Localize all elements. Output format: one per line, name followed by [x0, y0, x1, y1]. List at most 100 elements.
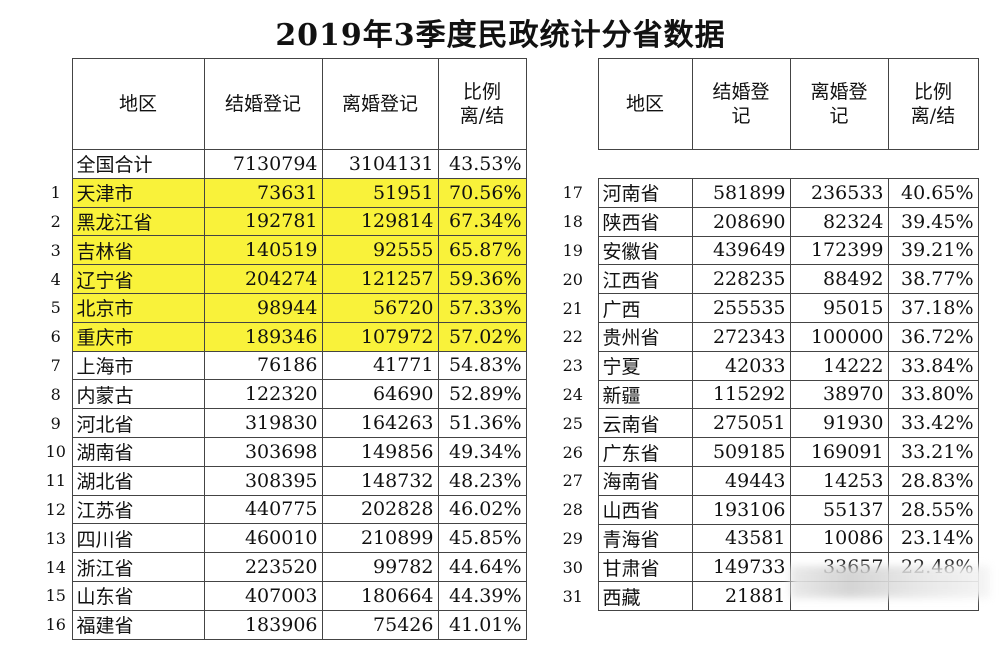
left-header-row: 地区 结婚登记 离婚登记 比例 离/结: [40, 58, 527, 150]
divorce-count: 169091: [789, 437, 889, 467]
divorce-ratio: 33.80%: [887, 379, 979, 410]
marriage-count: 303698: [203, 436, 323, 467]
watermark-blur: [790, 566, 990, 598]
table-row: 27 海南省 49443 14253 28.83%: [548, 465, 979, 496]
table-row: 28 山西省 193106 55137 28.55%: [548, 494, 979, 525]
region-name: 浙江省: [71, 552, 205, 582]
table-row: 5 北京市 98944 56720 57.33%: [40, 292, 527, 323]
marriage-count: 228235: [691, 264, 791, 295]
row-index: 5: [50, 298, 61, 318]
marriage-header-line1: 结婚登: [712, 81, 770, 103]
table-row: 23 宁夏 42033 14222 33.84%: [548, 350, 979, 381]
marriage-count: 223520: [203, 552, 323, 582]
divorce-ratio: 70.56%: [437, 177, 527, 208]
region-name: 江苏省: [71, 494, 205, 525]
divorce-header-line2: 记: [829, 105, 849, 127]
divorce-count: 38970: [789, 379, 889, 410]
index-header: [548, 59, 598, 150]
divorce-ratio: 33.84%: [887, 350, 979, 381]
divorce-ratio: 67.34%: [437, 206, 527, 237]
marriage-count: 149733: [691, 552, 791, 583]
region-name: 广东省: [597, 437, 693, 467]
row-index: 28: [562, 500, 583, 520]
ratio-header-line2: 离/结: [910, 105, 956, 127]
row-index: 8: [50, 384, 61, 404]
right-data-table: 地区 结婚登记 离婚登记 比例 离/结 17 河南省 581899 236533 40.6…: [548, 58, 979, 611]
marriage-count: 43581: [691, 523, 791, 554]
divorce-ratio: 49.34%: [437, 436, 527, 467]
divorce-count: 91930: [789, 408, 889, 439]
region-name: 福建省: [71, 609, 205, 640]
region-name: 黑龙江省: [71, 206, 205, 237]
table-row: 18 陕西省 208690 82324 39.45%: [548, 206, 979, 237]
divorce-count: 14222: [789, 350, 889, 381]
table-row: 21 广西 255535 95015 37.18%: [548, 293, 979, 323]
marriage-count: 439649: [691, 235, 791, 266]
row-index: 3: [50, 240, 61, 260]
divorce-ratio: 28.83%: [887, 465, 979, 496]
ratio-header-line1: 比例: [913, 81, 952, 103]
divorce-count: 10086: [789, 523, 889, 554]
row-index: 18: [562, 212, 583, 232]
marriage-count: 460010: [203, 523, 323, 554]
region-name: 四川省: [71, 523, 205, 554]
region-name: 山西省: [597, 494, 693, 525]
divorce-header: 离婚登记: [321, 58, 439, 150]
table-row: 9 河北省 319830 164263 51.36%: [40, 408, 527, 438]
total-divorce: 3104131: [321, 149, 439, 179]
ratio-header-line2: 离/结: [459, 105, 505, 127]
total-marriage: 7130794: [203, 149, 323, 179]
divorce-count: 180664: [321, 580, 439, 611]
divorce-count: 202828: [321, 494, 439, 525]
region-name: 西藏: [597, 581, 693, 611]
marriage-header: 结婚登记: [691, 58, 791, 150]
row-index: 20: [562, 269, 583, 289]
region-name: 宁夏: [597, 350, 693, 381]
row-index: 16: [45, 615, 66, 635]
divorce-ratio: 45.85%: [437, 523, 527, 554]
row-index: 7: [50, 355, 61, 375]
region-name: 海南省: [597, 465, 693, 496]
table-row: 4 辽宁省 204274 121257 59.36%: [40, 264, 527, 294]
marriage-count: 73631: [203, 177, 323, 208]
total-name: 全国合计: [71, 149, 205, 179]
table-row: 12 江苏省 440775 202828 46.02%: [40, 494, 527, 525]
divorce-ratio: 57.02%: [437, 321, 527, 352]
marriage-count: 440775: [203, 494, 323, 525]
marriage-count: 42033: [691, 350, 791, 381]
row-index: 15: [45, 586, 66, 606]
divorce-count: 56720: [321, 292, 439, 323]
divorce-count: 88492: [789, 264, 889, 295]
row-index: 10: [45, 442, 66, 462]
divorce-count: 210899: [321, 523, 439, 554]
region-name: 北京市: [71, 292, 205, 323]
region-name: 天津市: [71, 177, 205, 208]
index-header: [40, 59, 72, 150]
divorce-ratio: 40.65%: [887, 178, 979, 208]
table-row: 19 安徽省 439649 172399 39.21%: [548, 235, 979, 266]
region-name: 内蒙古: [71, 379, 205, 410]
row-index: 4: [50, 269, 61, 289]
table-row: 29 青海省 43581 10086 23.14%: [548, 523, 979, 554]
marriage-count: 319830: [203, 408, 323, 438]
divorce-ratio: 23.14%: [887, 523, 979, 554]
region-name: 湖北省: [71, 465, 205, 496]
region-name: 新疆: [597, 379, 693, 410]
row-index: 31: [562, 586, 583, 606]
marriage-count: 193106: [691, 494, 791, 525]
marriage-count: 208690: [691, 206, 791, 237]
table-row: 6 重庆市 189346 107972 57.02%: [40, 321, 527, 352]
row-index: 1: [50, 183, 61, 203]
row-index: 25: [562, 413, 583, 433]
divorce-count: 100000: [789, 321, 889, 352]
table-row: 10 湖南省 303698 149856 49.34%: [40, 436, 527, 467]
marriage-count: 308395: [203, 465, 323, 496]
region-name: 贵州省: [597, 321, 693, 352]
table-row: 24 新疆 115292 38970 33.80%: [548, 379, 979, 410]
marriage-count: 49443: [691, 465, 791, 496]
total-row: 全国合计 7130794 3104131 43.53%: [40, 149, 527, 179]
divorce-count: 236533: [789, 178, 889, 208]
divorce-ratio: 28.55%: [887, 494, 979, 525]
total-ratio: 43.53%: [437, 149, 527, 179]
ratio-header-line1: 比例: [462, 81, 501, 103]
